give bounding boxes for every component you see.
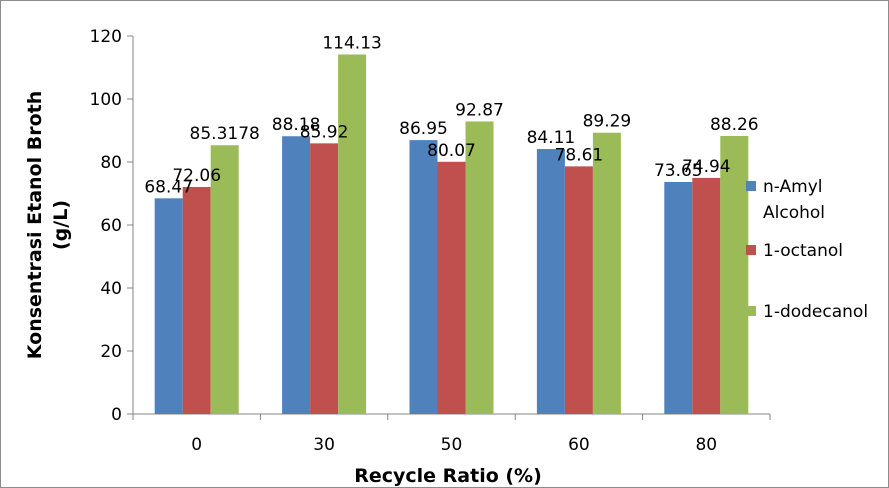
data-labels: 68.47 88.18 86.95 84.11 73.65 72.06 85.92 80.07…: [144, 33, 758, 197]
bar: [437, 161, 466, 414]
bar: [720, 135, 749, 414]
y-tick-label: 120: [90, 27, 122, 47]
x-axis-title: Recycle Ratio (%): [354, 465, 542, 487]
data-label: 85.3178: [190, 124, 260, 144]
x-axis-ticks: 0 30 50 60 80: [132, 414, 771, 455]
data-label: 86.95: [399, 119, 448, 139]
bar: [692, 177, 721, 414]
y-axis-title: Konsentrasi Etanol Broth (g/L): [24, 91, 72, 360]
y-tick-label: 60: [100, 216, 122, 236]
y-axis-title-line1: Konsentrasi Etanol Broth: [24, 91, 46, 360]
data-label: 78.61: [555, 145, 604, 165]
bar: [592, 132, 621, 414]
legend-label-1-dodecanol: 1-dodecanol: [763, 302, 868, 322]
bar: [664, 182, 693, 414]
legend-swatch-n-amyl-alcohol: [746, 181, 756, 191]
data-label: 85.92: [300, 122, 349, 142]
data-label: 92.87: [455, 100, 504, 120]
data-label: 88.18: [272, 115, 321, 135]
bar: [564, 166, 593, 414]
x-tick-label: 50: [441, 435, 463, 455]
y-tick-label: 0: [111, 405, 122, 425]
bar: [154, 198, 183, 414]
legend: n-Amyl Alcohol 1-octanol 1-dodecanol: [746, 177, 868, 322]
bar: [310, 143, 339, 415]
data-label: 89.29: [583, 112, 632, 132]
bar: [465, 121, 494, 414]
legend-swatch-1-octanol: [746, 245, 756, 255]
y-tick-label: 20: [100, 342, 122, 362]
data-label: 88.26: [710, 115, 759, 135]
data-label: 73.65: [654, 161, 703, 181]
x-tick-label: 80: [695, 435, 717, 455]
bar: [536, 149, 565, 414]
data-label: 74.94: [682, 157, 731, 177]
legend-swatch-1-dodecanol: [746, 306, 756, 316]
y-axis-title-line2: (g/L): [50, 200, 72, 250]
y-tick-label: 100: [90, 90, 122, 110]
data-label: 84.11: [527, 128, 576, 148]
x-tick-label: 30: [313, 435, 335, 455]
data-label: 72.06: [172, 166, 221, 186]
legend-label-n-amyl-alcohol-line1: n-Amyl: [763, 177, 823, 197]
legend-label-n-amyl-alcohol-line2: Alcohol: [763, 203, 825, 223]
bar-series: [154, 54, 749, 415]
bar: [210, 145, 239, 414]
y-tick-label: 40: [100, 279, 122, 299]
data-label: 114.13: [322, 33, 381, 53]
bar: [182, 187, 211, 414]
y-tick-label: 80: [100, 153, 122, 173]
data-label: 80.07: [427, 141, 476, 161]
x-tick-label: 0: [191, 435, 202, 455]
x-tick-label: 60: [568, 435, 590, 455]
legend-label-1-octanol: 1-octanol: [763, 241, 843, 261]
y-axis-ticks: 0 20 40 60 80 100 120: [90, 27, 133, 425]
data-label: 68.47: [144, 177, 193, 197]
bar: [338, 54, 367, 414]
bar: [282, 136, 311, 414]
bar: [409, 140, 438, 415]
